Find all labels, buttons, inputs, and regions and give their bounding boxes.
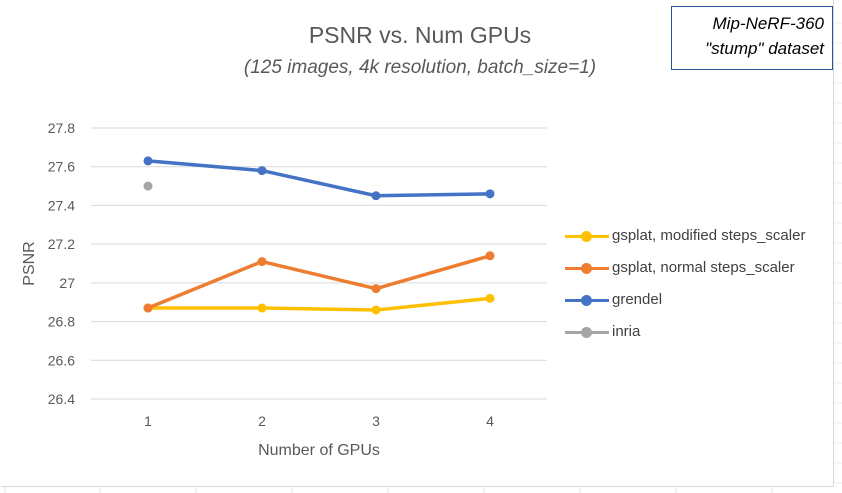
chart-area[interactable] [1, 0, 834, 487]
data-point-gsplat-normal-steps-scaler [485, 251, 495, 261]
y-tick-label: 27.2 [48, 236, 75, 252]
y-tick-label: 26.4 [48, 391, 75, 407]
y-tick-label: 27.8 [48, 120, 75, 136]
legend-swatch [565, 327, 609, 338]
legend-swatch [565, 295, 609, 306]
legend-item-gsplat-modified-steps-scaler: gsplat, modified steps_scaler [565, 224, 805, 256]
data-point-gsplat-normal-steps-scaler [257, 257, 267, 267]
legend-item-grendel: grendel [565, 288, 805, 320]
legend-label: grendel [612, 291, 663, 308]
legend-label: gsplat, normal steps_scaler [612, 259, 795, 276]
series-line-gsplat-modified-steps-scaler [148, 296, 491, 312]
data-point-grendel [371, 191, 381, 201]
data-point-gsplat-modified-steps-scaler [371, 305, 381, 315]
legend-marker [581, 231, 592, 242]
y-tick-label: 26.6 [48, 352, 75, 368]
data-point-inria [143, 181, 153, 191]
annotation-line-2: "stump" dataset [705, 39, 824, 58]
x-tick-label: 4 [486, 413, 494, 429]
x-axis-label: Number of GPUs [258, 442, 380, 459]
x-tick-label: 2 [258, 413, 266, 429]
y-axis-label: PSNR [21, 241, 38, 285]
series-line-grendel [147, 159, 491, 198]
chart-subtitle: (125 images, 4k resolution, batch_size=1… [243, 57, 597, 78]
x-tick-label: 3 [372, 413, 380, 429]
legend-item-inria: inria [565, 320, 805, 352]
data-point-gsplat-normal-steps-scaler [371, 284, 381, 294]
legend-swatch [565, 263, 609, 274]
annotation-line-1: Mip-NeRF-360 [712, 14, 824, 33]
legend-swatch [565, 231, 609, 242]
legend-marker [581, 263, 592, 274]
data-point-grendel [485, 189, 495, 199]
data-point-grendel [143, 156, 153, 166]
data-point-gsplat-modified-steps-scaler [257, 303, 267, 313]
legend-label: gsplat, modified steps_scaler [612, 227, 806, 244]
data-point-grendel [257, 166, 267, 176]
dataset-annotation-box[interactable]: Mip-NeRF-360 "stump" dataset [671, 6, 833, 70]
chart-title: PSNR vs. Num GPUs [308, 22, 532, 48]
legend-label: inria [612, 323, 641, 340]
chart-legend: gsplat, modified steps_scaler gsplat, nor… [565, 224, 805, 352]
y-tick-label: 26.8 [48, 314, 75, 330]
data-point-gsplat-modified-steps-scaler [485, 293, 495, 303]
legend-item-gsplat-normal-steps-scaler: gsplat, normal steps_scaler [565, 256, 805, 288]
y-tick-label: 27 [59, 275, 75, 291]
data-point-gsplat-normal-steps-scaler [143, 303, 153, 313]
series-line-gsplat-normal-steps-scaler [147, 254, 491, 310]
legend-marker [581, 327, 592, 338]
legend-marker [581, 295, 592, 306]
x-tick-label: 1 [144, 413, 152, 429]
y-tick-label: 27.4 [48, 197, 75, 213]
y-tick-label: 27.6 [48, 159, 75, 175]
